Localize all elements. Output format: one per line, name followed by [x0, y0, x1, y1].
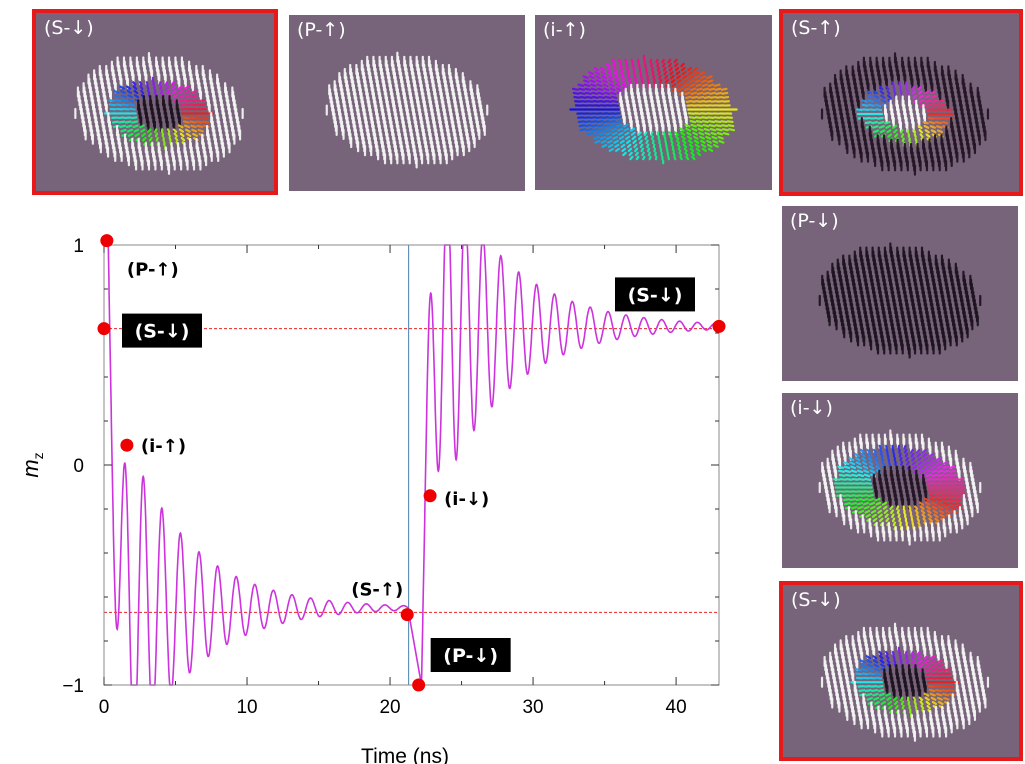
state-marker: (P-↑): [100, 234, 179, 281]
marker-label-box: [122, 313, 202, 348]
x-axis-label: Time (ns): [361, 745, 449, 764]
marker-dot: [97, 322, 111, 336]
spin-texture-image: [325, 51, 489, 169]
panel-label: (S-↓): [791, 589, 841, 611]
marker-dot: [400, 608, 414, 622]
spin-texture-image: [820, 622, 990, 742]
state-marker: (i-↓): [423, 489, 489, 510]
marker-label: (P-↓): [443, 645, 498, 667]
panel-s-up: (S-↑): [779, 9, 1023, 196]
state-marker: (S-↓): [615, 277, 726, 333]
panel-label: (S-↑): [791, 17, 841, 39]
marker-dot: [412, 678, 426, 692]
x-tick-label: 20: [379, 697, 400, 718]
y-axis-label-main: m: [18, 459, 43, 477]
state-markers: (P-↑) (S-↓) (i-↑) (S-↑) (P-↓) (i-↓) (S-↓): [97, 234, 726, 692]
y-tick-label: −1: [62, 676, 84, 697]
marker-label-box: [430, 638, 511, 672]
y-axis-label: mz: [18, 452, 46, 477]
spin-texture-image: [74, 52, 244, 175]
marker-label: (S-↓): [135, 321, 190, 343]
marker-label: (i-↓): [444, 489, 489, 510]
state-marker: (P-↓): [412, 638, 511, 692]
y-tick-label: 1: [73, 236, 84, 257]
panel-label: (P-↓): [790, 210, 839, 232]
panel-label: (i-↓): [790, 397, 833, 419]
spin-texture-image: [569, 54, 738, 165]
x-tick-label: 10: [236, 697, 257, 718]
mz-series-stage2: [420, 244, 720, 686]
x-tick-label: 0: [99, 697, 110, 718]
panel-p-down: (P-↓): [782, 206, 1018, 381]
mz-curve: [107, 244, 720, 686]
panel-label: (S-↓): [44, 17, 94, 39]
mz-series-stage1: [107, 244, 410, 686]
spin-texture-image: [818, 242, 982, 359]
state-marker: (S-↓): [97, 313, 202, 348]
state-marker: (i-↑): [120, 436, 186, 457]
mz-series-switch: [407, 612, 423, 686]
panel-i-up: (i-↑): [535, 15, 772, 190]
panel-s-down-initial: (S-↓): [32, 9, 278, 195]
marker-dot: [100, 234, 114, 248]
marker-label: (i-↑): [141, 436, 186, 457]
panel-label: (i-↑): [543, 19, 586, 41]
y-axis-label-sub: z: [30, 452, 46, 459]
marker-dot: [712, 319, 726, 333]
marker-label: (S-↓): [628, 284, 683, 306]
panel-label: (P-↑): [297, 19, 346, 41]
spin-texture-image: [818, 429, 982, 546]
marker-dot: [120, 438, 134, 452]
state-marker: (S-↑): [351, 580, 414, 622]
y-tick-label: 0: [73, 456, 84, 477]
panel-i-down: (i-↓): [782, 393, 1018, 568]
spin-texture-image: [820, 52, 990, 176]
marker-dot: [423, 489, 437, 503]
marker-label-box: [615, 277, 695, 312]
marker-label: (P-↑): [127, 260, 179, 281]
x-tick-label: 30: [522, 697, 543, 718]
panel-s-down-final: (S-↓): [779, 581, 1023, 761]
x-tick-label: 40: [666, 697, 687, 718]
panel-p-up: (P-↑): [289, 15, 525, 191]
marker-label: (S-↑): [351, 580, 403, 601]
